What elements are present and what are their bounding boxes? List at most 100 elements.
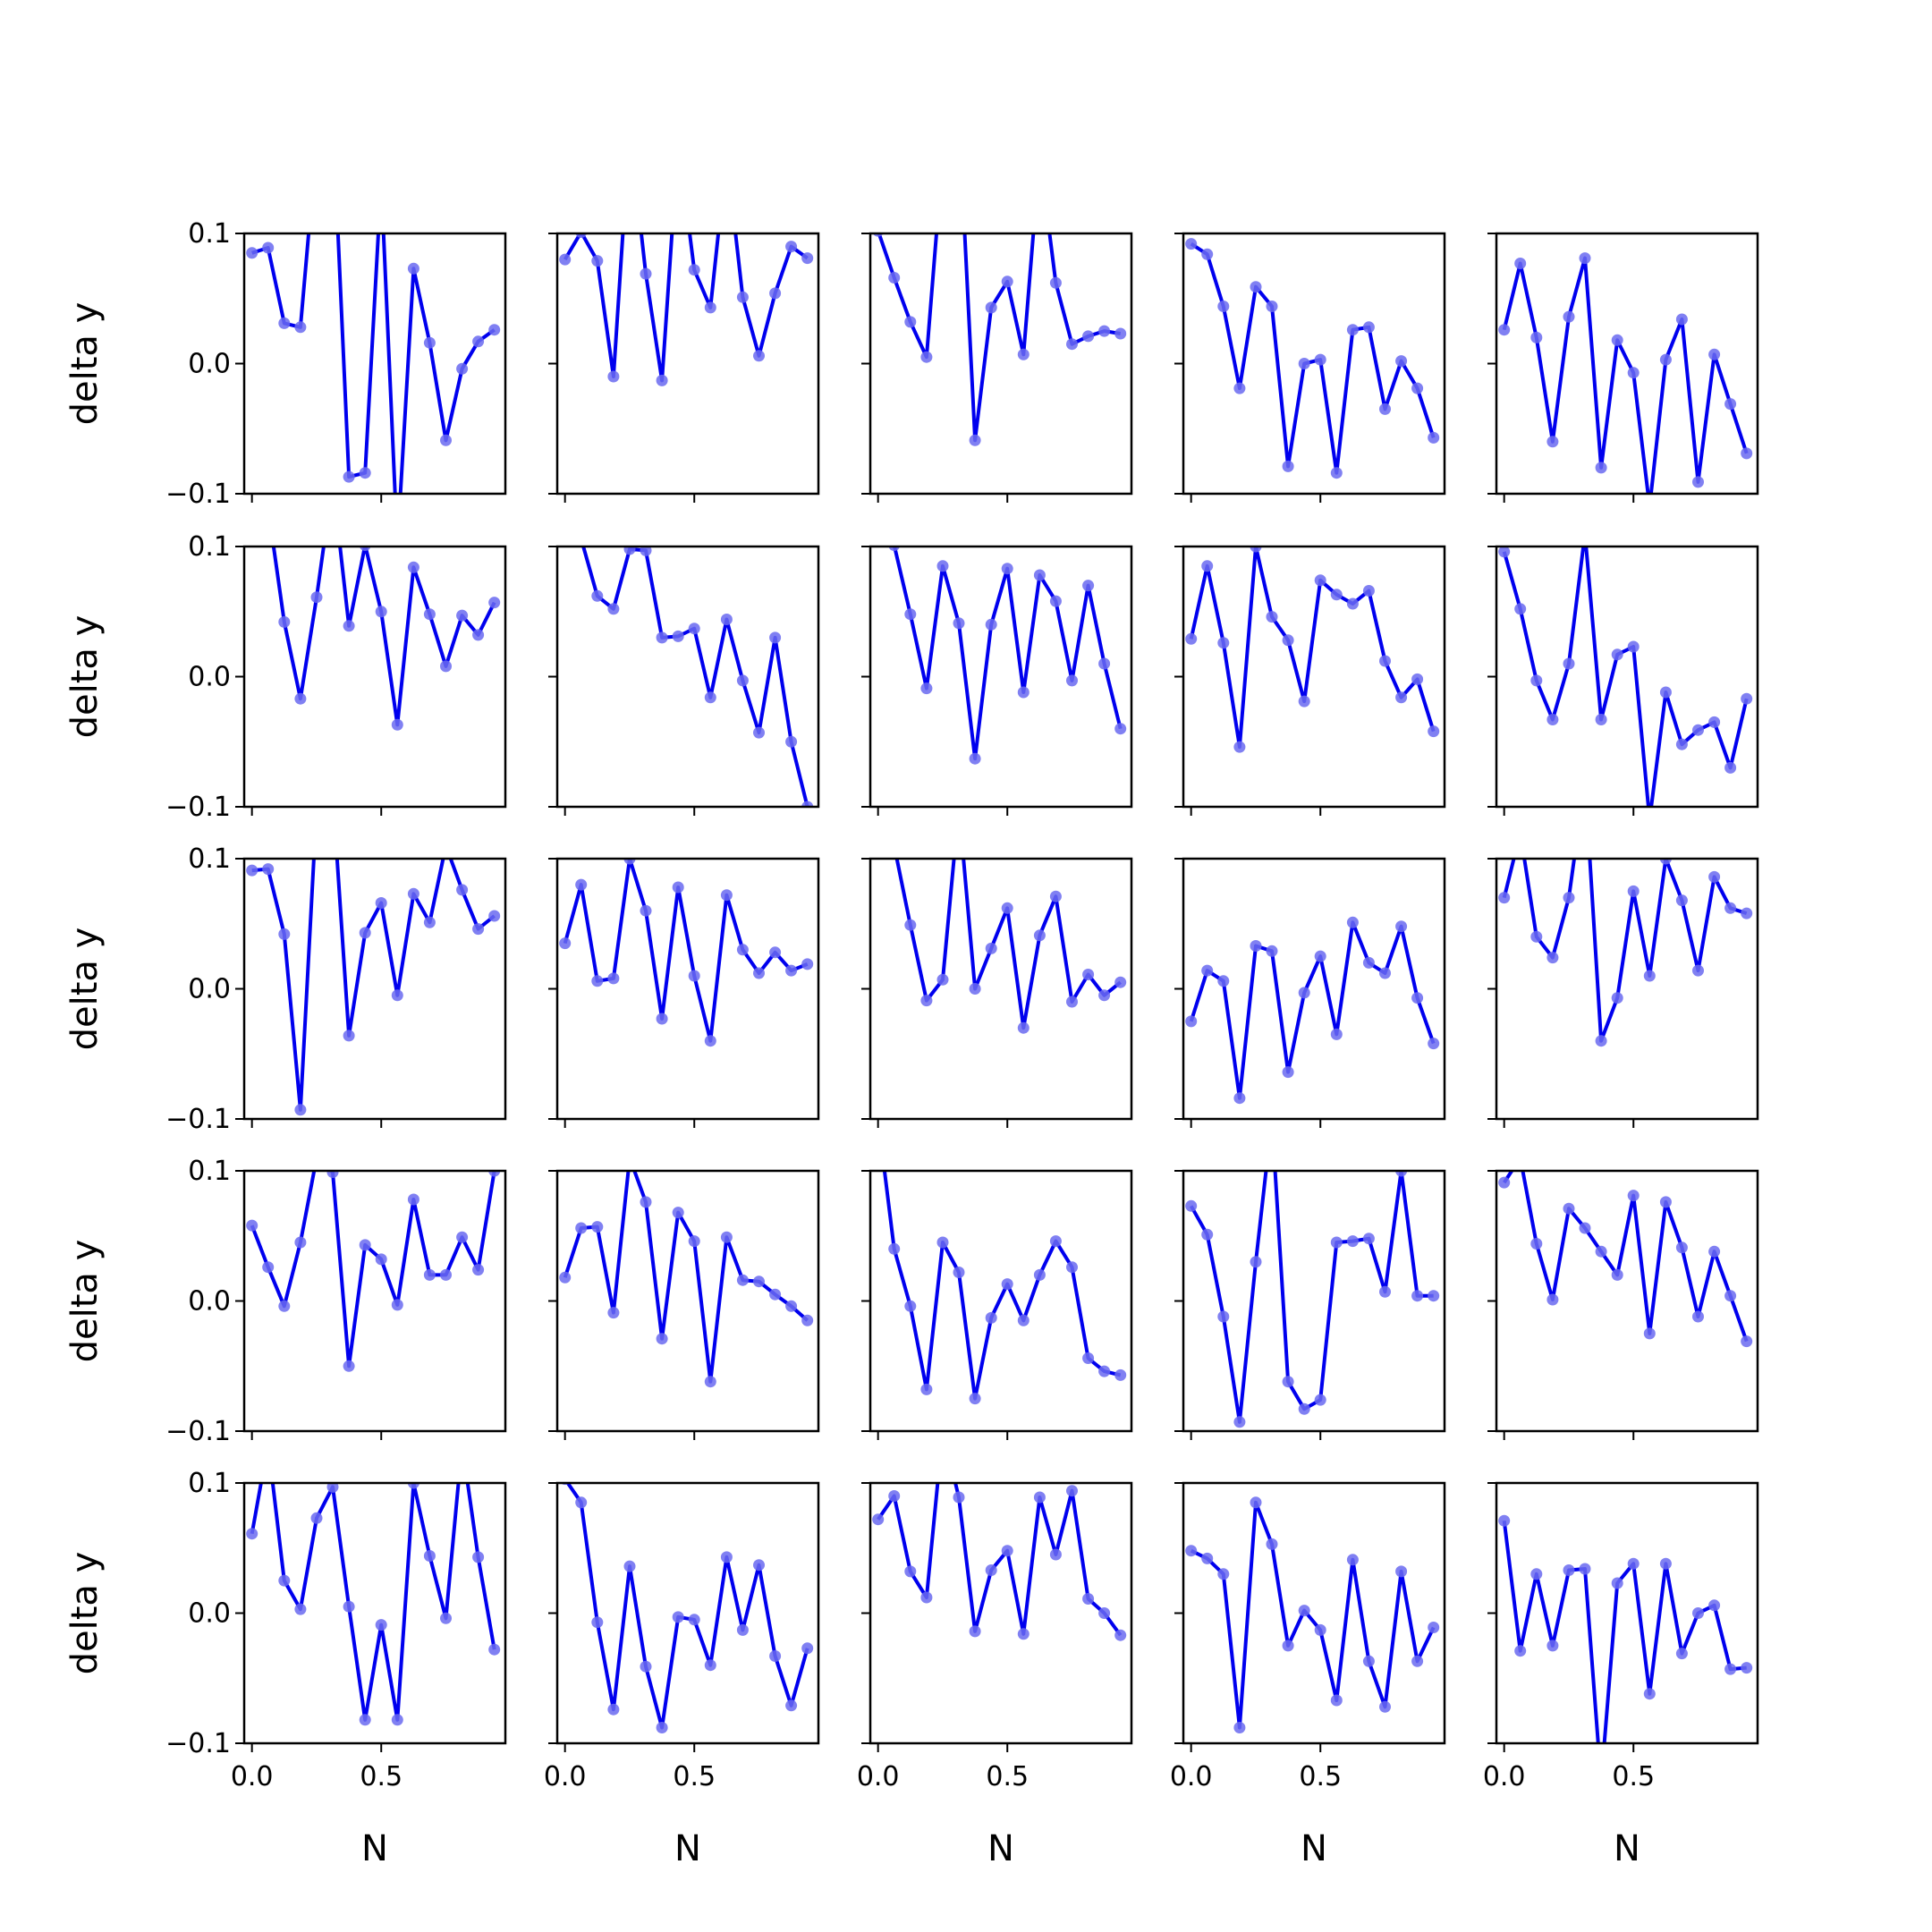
data-point xyxy=(1001,1545,1013,1557)
data-point xyxy=(1498,1176,1511,1189)
data-point xyxy=(1282,1376,1294,1388)
data-point xyxy=(785,735,798,748)
data-point xyxy=(1675,894,1688,907)
data-point xyxy=(1201,248,1214,260)
data-point xyxy=(1579,1563,1591,1575)
subplot-data xyxy=(1498,859,1753,1047)
series-line xyxy=(565,1483,809,1730)
data-point xyxy=(1611,1577,1623,1589)
data-point xyxy=(1250,940,1262,952)
data-point xyxy=(456,1231,469,1243)
data-point xyxy=(1066,674,1078,687)
data-point xyxy=(1250,1256,1262,1268)
data-point xyxy=(559,253,572,266)
data-point xyxy=(704,1376,716,1388)
x-axis-title: N xyxy=(1301,1828,1327,1869)
data-point xyxy=(1643,1688,1656,1700)
data-point xyxy=(1546,714,1559,725)
series-line xyxy=(563,1171,809,1384)
data-point xyxy=(1298,987,1310,999)
data-point xyxy=(278,928,291,940)
data-point xyxy=(1708,348,1721,360)
data-point xyxy=(888,1242,901,1255)
data-point xyxy=(1114,327,1127,340)
y-tick-label: −0.1 xyxy=(165,479,231,510)
data-point xyxy=(1692,964,1704,977)
data-point xyxy=(1250,547,1262,553)
data-point xyxy=(1741,447,1753,460)
data-point xyxy=(278,615,291,628)
data-point xyxy=(1741,907,1753,919)
data-point xyxy=(1595,714,1607,725)
data-point xyxy=(1514,258,1527,269)
data-point xyxy=(1563,310,1575,323)
data-point xyxy=(343,1030,355,1042)
data-point xyxy=(1033,1491,1046,1504)
data-point xyxy=(969,1625,981,1638)
x-tick-label: 0.0 xyxy=(1170,1761,1213,1792)
data-point xyxy=(1201,1552,1214,1564)
y-tick-label: 0.0 xyxy=(188,1598,231,1630)
data-point xyxy=(607,1703,620,1716)
subplot-r4-c4 xyxy=(1174,1169,1446,1440)
data-point xyxy=(375,1619,387,1631)
data-point xyxy=(1708,1599,1721,1612)
data-point xyxy=(1001,1278,1013,1291)
data-point xyxy=(1611,1268,1623,1281)
subplot-data xyxy=(1185,1171,1440,1428)
data-point xyxy=(953,1491,965,1504)
data-point xyxy=(1411,382,1424,394)
data-point xyxy=(343,1360,355,1372)
data-point xyxy=(872,1513,885,1526)
data-point xyxy=(1233,1722,1246,1733)
data-point xyxy=(391,718,403,731)
subplot-r4-c1: −0.1 0.0 0.1 delta y xyxy=(64,1156,507,1447)
subplot-data xyxy=(581,547,814,807)
data-point xyxy=(1627,640,1640,653)
data-point xyxy=(472,923,485,936)
data-point xyxy=(1596,1776,1607,1788)
data-point xyxy=(672,881,684,894)
subplot-data xyxy=(246,788,501,1116)
subplot-r3-c2 xyxy=(548,857,820,1128)
data-point xyxy=(1659,859,1672,865)
series-line xyxy=(1189,1171,1434,1424)
data-point xyxy=(656,374,668,386)
data-point xyxy=(1266,611,1278,623)
subplot-r4-c2 xyxy=(548,1169,820,1440)
data-point xyxy=(1017,1628,1030,1640)
data-point xyxy=(1346,1554,1359,1566)
series-line xyxy=(877,1483,1123,1637)
data-point xyxy=(278,1574,291,1587)
data-point xyxy=(262,1261,275,1274)
data-point xyxy=(785,1699,798,1712)
data-point xyxy=(1049,595,1062,607)
subplot-r3-c1: −0.1 0.0 0.1 delta y xyxy=(64,788,507,1135)
y-tick-label: −0.1 xyxy=(165,792,231,823)
data-point xyxy=(1114,1368,1127,1381)
data-point xyxy=(1282,1640,1294,1652)
x-tick-label: 0.0 xyxy=(857,1761,900,1792)
data-point xyxy=(1033,569,1046,581)
data-point xyxy=(936,973,949,986)
data-point xyxy=(1692,724,1704,736)
data-point xyxy=(721,149,733,161)
series-line xyxy=(251,859,496,1112)
data-point xyxy=(1546,952,1559,964)
data-point xyxy=(575,1496,588,1509)
data-point xyxy=(607,972,620,985)
data-point xyxy=(294,1104,307,1116)
data-point xyxy=(688,1614,700,1626)
y-tick-label: 0.1 xyxy=(188,218,231,250)
data-point xyxy=(327,788,339,800)
data-point xyxy=(1082,969,1095,980)
data-point xyxy=(1741,692,1753,705)
data-point xyxy=(488,1171,501,1177)
data-point xyxy=(1708,716,1721,728)
data-point xyxy=(672,1207,684,1219)
data-point xyxy=(920,351,933,363)
data-point xyxy=(1428,1038,1440,1050)
data-point xyxy=(1379,967,1391,979)
data-point xyxy=(1724,398,1737,411)
data-point xyxy=(1330,467,1343,479)
